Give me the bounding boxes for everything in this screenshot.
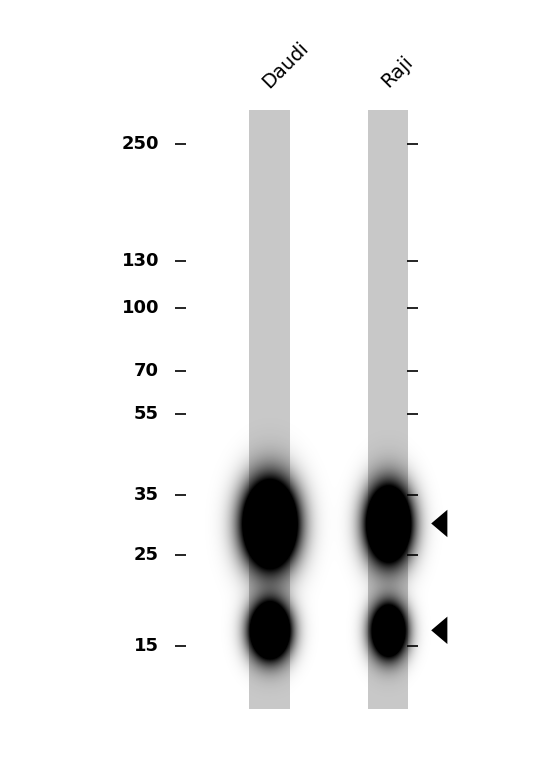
Polygon shape [431, 616, 447, 644]
Text: 25: 25 [134, 546, 159, 564]
Text: 130: 130 [121, 252, 159, 270]
Text: 250: 250 [121, 135, 159, 153]
Text: Daudi: Daudi [259, 38, 313, 91]
Bar [249, 110, 290, 709]
Bar [368, 110, 409, 709]
Text: 55: 55 [134, 405, 159, 424]
Text: 100: 100 [121, 299, 159, 317]
Text: Raji: Raji [377, 53, 416, 91]
Text: 35: 35 [134, 486, 159, 504]
Text: 70: 70 [134, 363, 159, 380]
Polygon shape [431, 510, 447, 537]
Text: 15: 15 [134, 637, 159, 655]
